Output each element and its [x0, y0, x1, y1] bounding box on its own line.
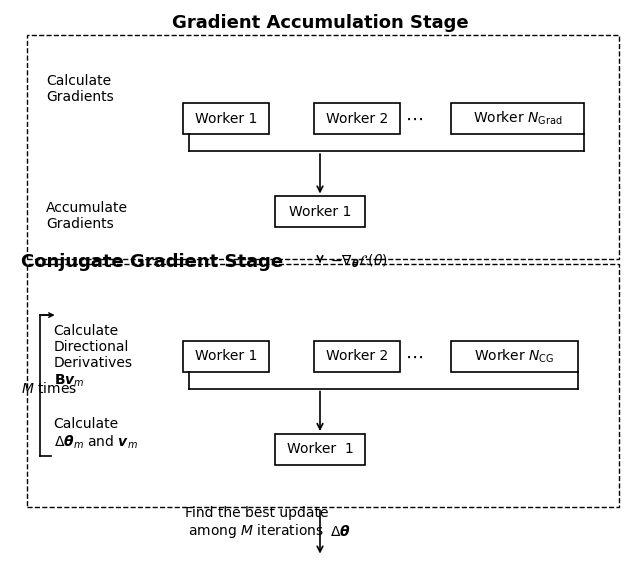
- Bar: [451, 103, 584, 134]
- Bar: [27, 35, 620, 258]
- Text: Worker 2: Worker 2: [326, 112, 388, 126]
- Bar: [183, 103, 269, 134]
- Bar: [275, 197, 365, 227]
- Bar: [275, 434, 365, 465]
- Text: Worker $N_{\mathrm{CG}}$: Worker $N_{\mathrm{CG}}$: [474, 348, 555, 365]
- Bar: [314, 103, 399, 134]
- Text: Calculate
Directional
Derivatives
$\mathbf{B}\boldsymbol{v}_m$: Calculate Directional Derivatives $\math…: [54, 324, 132, 389]
- Text: Calculate
Gradients: Calculate Gradients: [46, 74, 114, 104]
- Text: Worker  1: Worker 1: [287, 442, 353, 456]
- Text: Calculate
$\Delta\boldsymbol{\theta}_m$ and $\boldsymbol{v}_m$: Calculate $\Delta\boldsymbol{\theta}_m$ …: [54, 417, 138, 451]
- Text: Gradient Accumulation Stage: Gradient Accumulation Stage: [172, 14, 468, 32]
- Text: Conjugate Gradient Stage: Conjugate Gradient Stage: [20, 253, 283, 271]
- Text: Worker 1: Worker 1: [195, 349, 257, 363]
- Text: $\cdots$: $\cdots$: [405, 348, 423, 365]
- Bar: [314, 341, 399, 371]
- Text: $\cdots$: $\cdots$: [405, 110, 423, 128]
- Text: Accumulate
Gradients: Accumulate Gradients: [46, 201, 128, 231]
- Text: $\Delta\boldsymbol{\theta}$: $\Delta\boldsymbol{\theta}$: [330, 524, 350, 539]
- Text: Worker 1: Worker 1: [195, 112, 257, 126]
- Text: Worker $N_{\mathrm{Grad}}$: Worker $N_{\mathrm{Grad}}$: [473, 110, 563, 127]
- Text: $M$ times: $M$ times: [20, 381, 77, 396]
- Bar: [27, 264, 620, 507]
- Text: $-\nabla_{\boldsymbol{\theta}}\mathcal{L}(\theta)$: $-\nabla_{\boldsymbol{\theta}}\mathcal{L…: [330, 252, 387, 270]
- Text: Worker 2: Worker 2: [326, 349, 388, 363]
- Text: Find the best update
among $M$ iterations: Find the best update among $M$ iteration…: [184, 506, 328, 540]
- Text: Worker 1: Worker 1: [289, 205, 351, 219]
- Bar: [451, 341, 578, 371]
- Bar: [183, 341, 269, 371]
